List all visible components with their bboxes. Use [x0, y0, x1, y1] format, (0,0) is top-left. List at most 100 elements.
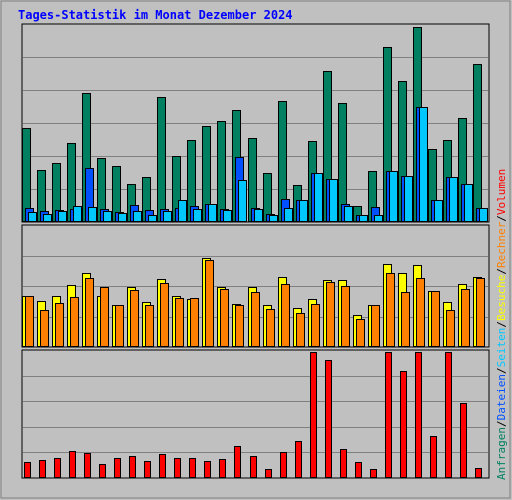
- legend-item-dateien: Dateien: [495, 374, 508, 420]
- bar-seiten-day-19: [299, 200, 308, 222]
- bar-volumen-day-16: [250, 456, 257, 478]
- legend-separator: /: [495, 268, 508, 275]
- bar-seiten-day-6: [103, 211, 112, 222]
- bar-anfragen-day-31: [473, 64, 482, 222]
- bar-rechner-day-16: [251, 292, 260, 347]
- bar-volumen-day-2: [39, 460, 46, 478]
- bar-seiten-day-18: [284, 208, 293, 222]
- bar-rechner-day-22: [341, 286, 350, 347]
- bar-rechner-day-29: [446, 310, 455, 347]
- bar-rechner-day-2: [40, 310, 49, 347]
- bar-rechner-day-28: [431, 291, 440, 347]
- bar-seiten-day-5: [88, 207, 97, 222]
- bar-seiten-day-11: [178, 200, 187, 222]
- bar-volumen-day-25: [385, 352, 392, 478]
- panel-volume: [21, 349, 490, 479]
- bar-seiten-day-3: [58, 211, 67, 222]
- bar-rechner-day-9: [145, 305, 154, 347]
- legend-text: Anfragen/Dateien/Seiten/Besuche/Rechner/…: [495, 169, 508, 480]
- bar-volumen-day-27: [415, 352, 422, 478]
- bar-volumen-day-1: [24, 462, 31, 478]
- bar-rechner-day-13: [205, 260, 214, 347]
- bar-rechner-day-25: [386, 273, 395, 347]
- bar-volumen-day-31: [475, 468, 482, 478]
- bar-seiten-day-21: [329, 179, 338, 222]
- bar-rechner-day-10: [160, 283, 169, 347]
- bar-volumen-day-12: [189, 458, 196, 478]
- bar-seiten-day-27: [419, 107, 428, 222]
- bar-seiten-day-23: [359, 215, 368, 222]
- bar-seiten-day-14: [223, 210, 232, 222]
- bar-seiten-day-24: [374, 215, 383, 222]
- bar-seiten-day-17: [269, 215, 278, 222]
- chart-title: Tages-Statistik im Monat Dezember 2024: [18, 8, 293, 22]
- bar-rechner-day-30: [461, 289, 470, 347]
- bar-volumen-day-29: [445, 352, 452, 478]
- bar-volumen-day-3: [54, 458, 61, 478]
- legend-item-anfragen: Anfragen: [495, 427, 508, 480]
- bar-rechner-day-27: [416, 278, 425, 347]
- legend-separator: /: [495, 321, 508, 328]
- legend-separator: /: [495, 420, 508, 427]
- bar-volumen-day-30: [460, 403, 467, 478]
- bar-seiten-day-28: [434, 200, 443, 222]
- bar-volumen-day-10: [159, 454, 166, 478]
- bar-rechner-day-26: [401, 292, 410, 347]
- bar-volumen-day-9: [144, 461, 151, 478]
- legend-item-seiten: Seiten: [495, 328, 508, 368]
- legend-separator: /: [495, 367, 508, 374]
- bar-volumen-day-4: [69, 451, 76, 478]
- panel-requests: [21, 23, 490, 223]
- bar-volumen-day-17: [265, 469, 272, 478]
- bar-volumen-day-22: [340, 449, 347, 478]
- bar-seiten-day-30: [464, 184, 473, 222]
- bar-volumen-day-13: [204, 461, 211, 478]
- bar-rechner-day-17: [266, 309, 275, 347]
- bar-volumen-day-23: [355, 462, 362, 478]
- bar-rechner-day-14: [220, 289, 229, 347]
- bar-seiten-day-13: [208, 204, 217, 222]
- bar-seiten-day-7: [118, 213, 127, 222]
- legend-item-besuche: Besuche: [495, 275, 508, 321]
- bar-rechner-day-19: [296, 313, 305, 347]
- bar-volumen-day-26: [400, 371, 407, 478]
- bar-rechner-day-7: [115, 305, 124, 347]
- bar-seiten-day-15: [238, 180, 247, 222]
- bar-seiten-day-4: [73, 206, 82, 222]
- bar-volumen-day-8: [129, 456, 136, 478]
- bar-rechner-day-3: [55, 303, 64, 347]
- bar-anfragen-day-10: [157, 97, 166, 222]
- bar-anfragen-day-22: [338, 103, 347, 222]
- chart-panels: [21, 23, 490, 479]
- bar-seiten-day-10: [163, 211, 172, 222]
- bar-rechner-day-11: [175, 298, 184, 347]
- bar-volumen-day-15: [234, 446, 241, 478]
- bar-volumen-day-24: [370, 469, 377, 478]
- bar-rechner-day-23: [356, 319, 365, 347]
- bar-seiten-day-20: [314, 173, 323, 222]
- bar-rechner-day-31: [476, 278, 485, 347]
- bar-rechner-day-1: [25, 296, 34, 347]
- bar-rechner-day-21: [326, 282, 335, 347]
- bar-volumen-day-11: [174, 458, 181, 478]
- bar-seiten-day-12: [193, 209, 202, 222]
- bar-anfragen-day-14: [217, 121, 226, 222]
- legend-item-rechner: Rechner: [495, 221, 508, 268]
- bar-rechner-day-4: [70, 297, 79, 347]
- bar-rechner-day-18: [281, 284, 290, 347]
- bar-rechner-day-24: [371, 305, 380, 347]
- panel-visits: [21, 224, 490, 348]
- bar-seiten-day-31: [479, 208, 488, 222]
- bar-seiten-day-16: [254, 209, 263, 222]
- bar-seiten-day-22: [344, 206, 353, 222]
- bar-seiten-day-1: [28, 212, 37, 222]
- bar-seiten-day-25: [389, 171, 398, 222]
- bar-volumen-day-14: [219, 459, 226, 478]
- bar-rechner-day-20: [311, 304, 320, 347]
- bar-seiten-day-29: [449, 177, 458, 222]
- bar-seiten-day-26: [404, 176, 413, 222]
- bar-volumen-day-18: [280, 452, 287, 478]
- legend-separator: /: [495, 215, 508, 222]
